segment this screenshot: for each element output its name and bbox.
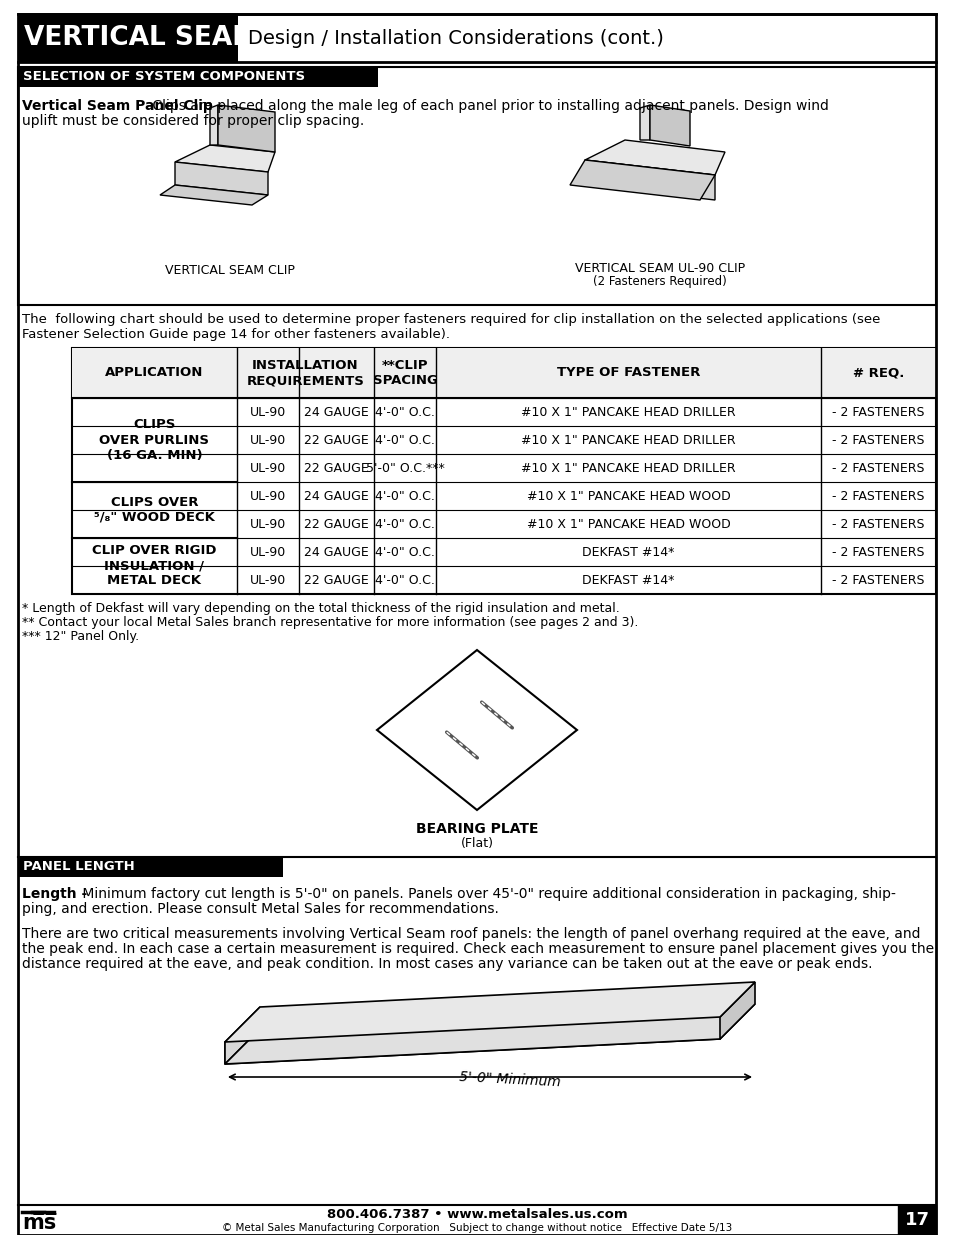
Text: distance required at the eave, and peak condition. In most cases any variance ca: distance required at the eave, and peak …	[22, 957, 872, 971]
Text: - 2 FASTENERS: - 2 FASTENERS	[831, 489, 923, 503]
Text: - 2 FASTENERS: - 2 FASTENERS	[831, 433, 923, 447]
Text: Design / Installation Considerations (cont.): Design / Installation Considerations (co…	[248, 28, 663, 47]
Bar	[897, 1205, 935, 1235]
Polygon shape	[584, 161, 714, 200]
Text: (Flat): (Flat)	[460, 837, 493, 850]
Text: 22 GAUGE: 22 GAUGE	[304, 517, 369, 531]
Text: 5'-0" Minimum: 5'-0" Minimum	[458, 1070, 560, 1089]
Text: #10 X 1" PANCAKE HEAD WOOD: #10 X 1" PANCAKE HEAD WOOD	[526, 489, 730, 503]
Text: UL-90: UL-90	[250, 573, 286, 587]
Text: CLIP OVER RIGID
INSULATION /
METAL DECK: CLIP OVER RIGID INSULATION / METAL DECK	[92, 545, 216, 588]
Text: m̅s̅: m̅s̅	[22, 1213, 56, 1233]
Polygon shape	[174, 162, 268, 195]
Text: 4'-0" O.C.: 4'-0" O.C.	[375, 433, 435, 447]
Bar	[18, 857, 283, 877]
Text: TYPE OF FASTENER: TYPE OF FASTENER	[557, 367, 700, 379]
Text: APPLICATION: APPLICATION	[105, 367, 204, 379]
Text: Clips are placed along the male leg of each panel prior to installing adjacent p: Clips are placed along the male leg of e…	[148, 99, 828, 112]
Text: #10 X 1" PANCAKE HEAD DRILLER: #10 X 1" PANCAKE HEAD DRILLER	[520, 433, 735, 447]
Text: 24 GAUGE: 24 GAUGE	[304, 489, 369, 503]
Bar	[18, 14, 237, 62]
Polygon shape	[210, 105, 218, 144]
Text: SELECTION OF SYSTEM COMPONENTS: SELECTION OF SYSTEM COMPONENTS	[23, 70, 305, 84]
Text: UL-90: UL-90	[250, 433, 286, 447]
Text: - 2 FASTENERS: - 2 FASTENERS	[831, 405, 923, 419]
Polygon shape	[649, 105, 689, 146]
Text: Fastener Selection Guide page 14 for other fasteners available).: Fastener Selection Guide page 14 for oth…	[22, 329, 450, 341]
Text: ** Contact your local Metal Sales branch representative for more information (se: ** Contact your local Metal Sales branch…	[22, 616, 638, 629]
Text: VERTICAL SEAM: VERTICAL SEAM	[24, 25, 258, 51]
Polygon shape	[569, 161, 714, 200]
Text: 5'-0" O.C.***: 5'-0" O.C.***	[365, 462, 444, 474]
Polygon shape	[639, 105, 649, 140]
Text: the peak end. In each case a certain measurement is required. Check each measure: the peak end. In each case a certain mea…	[22, 942, 933, 956]
Text: VERTICAL SEAM CLIP: VERTICAL SEAM CLIP	[165, 263, 294, 277]
Text: 22 GAUGE: 22 GAUGE	[304, 462, 369, 474]
Bar	[71, 348, 935, 594]
Text: CLIPS
OVER PURLINS
(16 GA. MIN): CLIPS OVER PURLINS (16 GA. MIN)	[99, 419, 210, 462]
Text: UL-90: UL-90	[250, 517, 286, 531]
Text: DEKFAST #14*: DEKFAST #14*	[581, 546, 674, 558]
Text: INSTALLATION
REQUIREMENTS: INSTALLATION REQUIREMENTS	[246, 359, 364, 387]
Text: 4'-0" O.C.: 4'-0" O.C.	[375, 573, 435, 587]
Text: 4'-0" O.C.: 4'-0" O.C.	[375, 517, 435, 531]
Text: - 2 FASTENERS: - 2 FASTENERS	[831, 573, 923, 587]
Polygon shape	[160, 185, 268, 205]
Text: *** 12" Panel Only.: *** 12" Panel Only.	[22, 630, 139, 643]
Text: The  following chart should be used to determine proper fasteners required for c: The following chart should be used to de…	[22, 312, 880, 326]
Polygon shape	[225, 982, 754, 1042]
Text: BEARING PLATE: BEARING PLATE	[416, 823, 537, 836]
Text: 24 GAUGE: 24 GAUGE	[304, 405, 369, 419]
Polygon shape	[720, 982, 754, 1039]
Bar	[71, 348, 935, 398]
Text: UL-90: UL-90	[250, 489, 286, 503]
Text: **CLIP
SPACING: **CLIP SPACING	[373, 359, 437, 387]
Text: uplift must be considered for proper clip spacing.: uplift must be considered for proper cli…	[22, 114, 364, 128]
Text: 17: 17	[903, 1212, 928, 1229]
Text: UL-90: UL-90	[250, 462, 286, 474]
Polygon shape	[218, 105, 274, 152]
Text: #10 X 1" PANCAKE HEAD WOOD: #10 X 1" PANCAKE HEAD WOOD	[526, 517, 730, 531]
Text: - 2 FASTENERS: - 2 FASTENERS	[831, 517, 923, 531]
Text: 22 GAUGE: 22 GAUGE	[304, 433, 369, 447]
Text: © Metal Sales Manufacturing Corporation   Subject to change without notice   Eff: © Metal Sales Manufacturing Corporation …	[222, 1223, 731, 1233]
Bar	[18, 67, 935, 305]
Text: 22 GAUGE: 22 GAUGE	[304, 573, 369, 587]
Text: - 2 FASTENERS: - 2 FASTENERS	[831, 546, 923, 558]
Text: ping, and erection. Please consult Metal Sales for recommendations.: ping, and erection. Please consult Metal…	[22, 902, 498, 916]
Text: - 2 FASTENERS: - 2 FASTENERS	[831, 462, 923, 474]
Text: Length -: Length -	[22, 887, 87, 902]
Polygon shape	[376, 650, 577, 810]
Polygon shape	[584, 140, 724, 175]
Text: PANEL LENGTH: PANEL LENGTH	[23, 861, 134, 873]
Text: 4'-0" O.C.: 4'-0" O.C.	[375, 489, 435, 503]
Text: (2 Fasteners Required): (2 Fasteners Required)	[593, 275, 726, 289]
Text: # REQ.: # REQ.	[852, 367, 903, 379]
Text: There are two critical measurements involving Vertical Seam roof panels: the len: There are two critical measurements invo…	[22, 927, 920, 941]
Text: UL-90: UL-90	[250, 405, 286, 419]
Text: 4'-0" O.C.: 4'-0" O.C.	[375, 405, 435, 419]
Text: VERTICAL SEAM UL-90 CLIP: VERTICAL SEAM UL-90 CLIP	[575, 262, 744, 274]
Polygon shape	[225, 1007, 260, 1065]
Text: UL-90: UL-90	[250, 546, 286, 558]
Text: #10 X 1" PANCAKE HEAD DRILLER: #10 X 1" PANCAKE HEAD DRILLER	[520, 405, 735, 419]
Text: CLIPS OVER
⁵/₈" WOOD DECK: CLIPS OVER ⁵/₈" WOOD DECK	[94, 496, 214, 524]
Text: 4'-0" O.C.: 4'-0" O.C.	[375, 546, 435, 558]
Text: DEKFAST #14*: DEKFAST #14*	[581, 573, 674, 587]
Text: 800.406.7387 • www.metalsales.us.com: 800.406.7387 • www.metalsales.us.com	[326, 1209, 627, 1221]
Text: #10 X 1" PANCAKE HEAD DRILLER: #10 X 1" PANCAKE HEAD DRILLER	[520, 462, 735, 474]
Polygon shape	[225, 1016, 720, 1065]
Text: Vertical Seam Panel Clip -: Vertical Seam Panel Clip -	[22, 99, 223, 112]
Text: 24 GAUGE: 24 GAUGE	[304, 546, 369, 558]
Text: * Length of Dekfast will vary depending on the total thickness of the rigid insu: * Length of Dekfast will vary depending …	[22, 601, 619, 615]
Text: Minimum factory cut length is 5'-0" on panels. Panels over 45'-0" require additi: Minimum factory cut length is 5'-0" on p…	[78, 887, 895, 902]
Bar	[18, 67, 377, 86]
Polygon shape	[225, 1004, 754, 1065]
Polygon shape	[174, 144, 274, 172]
